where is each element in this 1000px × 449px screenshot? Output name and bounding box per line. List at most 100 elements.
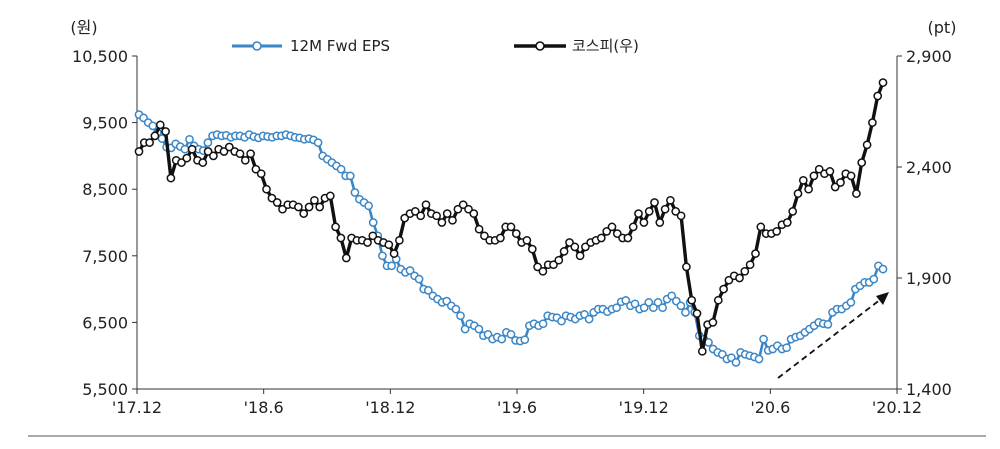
kospi-point — [554, 255, 564, 265]
kospi-point — [299, 209, 309, 218]
kospi-point — [469, 209, 479, 218]
legend-eps-label: 12M Fwd EPS — [290, 37, 390, 55]
kospi-point — [256, 169, 266, 179]
kospi-point — [315, 202, 325, 212]
kospi-point — [278, 204, 287, 214]
kospi-point — [480, 231, 489, 241]
eps-point — [148, 121, 158, 131]
eps-point — [387, 261, 396, 271]
kospi-point — [421, 200, 431, 210]
kospi-point — [496, 233, 505, 243]
eps-point — [846, 298, 856, 307]
kospi-point — [209, 151, 218, 161]
kospi-point — [448, 215, 457, 225]
kospi-point — [682, 262, 691, 272]
kospi-point — [602, 227, 612, 236]
kospi-point — [246, 149, 255, 159]
kospi-point — [155, 120, 165, 130]
eps-point — [676, 301, 686, 311]
kospi-point — [363, 238, 372, 247]
eps-point — [378, 251, 387, 261]
kospi-point — [575, 251, 585, 261]
kospi-point — [325, 191, 335, 201]
kospi-point — [687, 295, 697, 305]
kospi-point — [559, 247, 569, 256]
kospi-point — [692, 309, 702, 318]
eps-point — [584, 314, 594, 324]
kospi-point — [788, 207, 798, 216]
kospi-point — [527, 244, 537, 254]
right-axis-unit: (pt) — [928, 18, 957, 37]
eps-point — [823, 320, 833, 329]
left-tick-label: 9,500 — [82, 114, 128, 133]
kospi-point — [389, 249, 399, 258]
kospi-point — [825, 167, 835, 176]
eps-point — [405, 266, 415, 275]
eps-point — [497, 334, 507, 344]
eps-point — [612, 303, 621, 313]
eps-point — [630, 299, 640, 309]
eps-point — [621, 296, 631, 305]
kospi-point — [735, 273, 744, 283]
eps-point — [759, 334, 768, 344]
eps-point — [878, 264, 888, 274]
kospi-point — [596, 233, 606, 243]
kospi-point — [224, 142, 234, 152]
kospi-point — [650, 198, 659, 207]
right-tick-label: 1,400 — [906, 380, 952, 399]
x-tick-label: '20.6 — [750, 398, 790, 417]
left-tick-label: 10,500 — [72, 47, 128, 66]
eps-point — [423, 286, 433, 295]
kospi-point — [198, 158, 208, 167]
kospi-point — [474, 224, 484, 234]
eps-point — [368, 218, 378, 227]
kospi-point — [437, 218, 447, 227]
kospi-point — [464, 204, 473, 214]
kospi-point — [745, 260, 755, 270]
kospi-point — [336, 233, 346, 243]
kospi-point — [235, 149, 245, 159]
eps-point — [336, 164, 346, 174]
kospi-point — [793, 189, 803, 198]
kospi-point — [368, 231, 378, 241]
legend-kospi-marker — [535, 41, 545, 51]
kospi-point — [628, 222, 638, 232]
kospi-point — [565, 238, 574, 247]
x-tick-label: '17.12 — [112, 398, 162, 417]
x-tick-label: '18.12 — [365, 398, 415, 417]
kospi-point — [724, 275, 734, 285]
eps-point — [506, 330, 516, 339]
kospi-point — [846, 171, 856, 181]
eps-point — [667, 291, 677, 301]
kospi-point — [400, 213, 410, 223]
eps-point — [754, 354, 764, 364]
kospi-point — [809, 171, 819, 181]
kospi-point — [676, 211, 686, 221]
eps-point — [414, 274, 424, 284]
kospi-point — [458, 200, 468, 210]
kospi-point — [660, 204, 670, 214]
kospi-point — [533, 262, 542, 272]
eps-point — [639, 303, 649, 313]
x-tick-label: '19.12 — [619, 398, 669, 417]
kospi-point — [416, 211, 426, 221]
kospi-point — [187, 144, 197, 154]
kospi-point — [751, 249, 760, 258]
x-tick-label: '19.6 — [497, 398, 537, 417]
kospi-point — [639, 218, 649, 227]
kospi-point — [166, 173, 176, 183]
kospi-point — [634, 209, 643, 218]
kospi-point — [161, 127, 170, 136]
kospi-point — [240, 155, 250, 165]
legend-kospi-label: 코스피(우) — [572, 37, 639, 55]
eps-point — [203, 138, 213, 147]
kospi-point — [203, 147, 213, 156]
x-tick-label: '18.6 — [244, 398, 284, 417]
kospi-point — [740, 266, 750, 276]
kospi-point — [453, 204, 463, 214]
kospi-point — [395, 235, 404, 245]
eps-point — [456, 311, 465, 321]
kospi-point — [538, 266, 548, 276]
eps-point — [350, 188, 360, 197]
